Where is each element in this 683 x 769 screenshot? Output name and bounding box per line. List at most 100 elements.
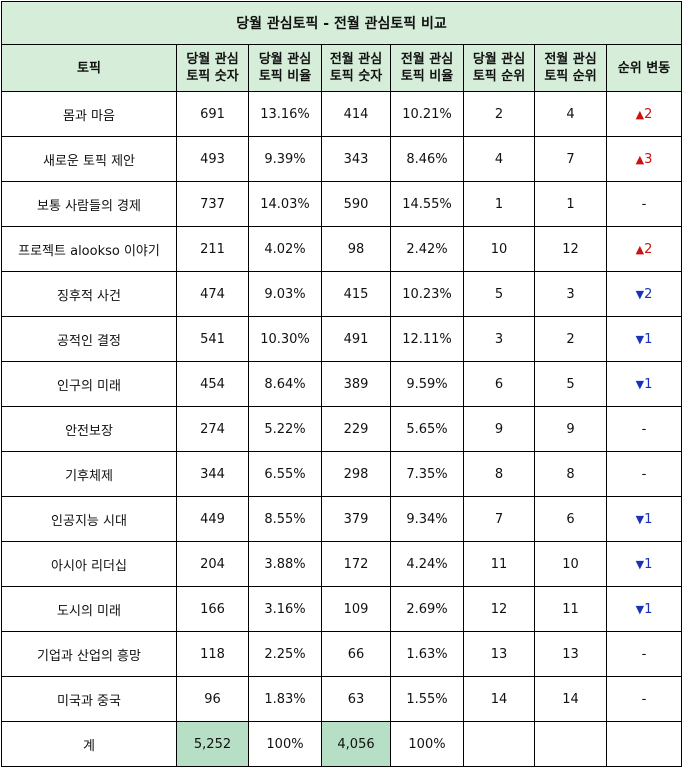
total-cur-ratio: 100% — [248, 721, 322, 767]
total-prev-ratio: 100% — [390, 721, 464, 767]
cur-ratio: 13.16% — [248, 91, 322, 137]
table-body: 몸과 마음 691 13.16% 414 10.21% 2 4 ▲2 새로운 토픽 제안 493… — [1, 91, 682, 767]
header-topic: 토픽 — [1, 44, 177, 92]
rank-down-icon: ▼ — [635, 602, 645, 616]
prev-count: 63 — [321, 676, 391, 722]
header-cur-count: 당월 관심 토픽 숫자 — [176, 44, 249, 92]
cur-rank: 6 — [463, 361, 535, 407]
table-row: 프로젝트 alookso 이야기 211 4.02% 98 2.42% 10 12 ▲2 — [1, 226, 682, 272]
total-row: 계 5,252 100% 4,056 100% — [1, 721, 682, 767]
prev-ratio: 14.55% — [390, 181, 464, 227]
prev-count: 109 — [321, 586, 391, 632]
cur-rank: 10 — [463, 226, 535, 272]
table-row: 몸과 마음 691 13.16% 414 10.21% 2 4 ▲2 — [1, 91, 682, 137]
prev-rank: 14 — [534, 676, 607, 722]
prev-rank: 7 — [534, 136, 607, 182]
total-change-empty — [606, 721, 682, 767]
cur-count: 449 — [176, 496, 249, 542]
prev-count: 415 — [321, 271, 391, 317]
prev-count: 343 — [321, 136, 391, 182]
rank-change: ▼1 — [606, 361, 682, 407]
prev-ratio: 8.46% — [390, 136, 464, 182]
cur-ratio: 5.22% — [248, 406, 322, 452]
header-prev-count: 전월 관심 토픽 숫자 — [321, 44, 391, 92]
cur-ratio: 14.03% — [248, 181, 322, 227]
topic-name: 인공지능 시대 — [1, 496, 177, 542]
rank-down-icon: ▼ — [635, 557, 645, 571]
prev-ratio: 1.55% — [390, 676, 464, 722]
table-row: 인공지능 시대 449 8.55% 379 9.34% 7 6 ▼1 — [1, 496, 682, 542]
cur-count: 274 — [176, 406, 249, 452]
rank-change-value: 2 — [644, 106, 653, 122]
cur-rank: 13 — [463, 631, 535, 677]
rank-down-icon: ▼ — [635, 512, 645, 526]
topic-name: 인구의 미래 — [1, 361, 177, 407]
rank-change: ▼1 — [606, 316, 682, 362]
rank-change-value: - — [641, 691, 647, 707]
topic-name: 프로젝트 alookso 이야기 — [1, 226, 177, 272]
rank-change-value: 1 — [644, 601, 653, 617]
cur-rank: 9 — [463, 406, 535, 452]
topic-name: 몸과 마음 — [1, 91, 177, 137]
cur-ratio: 2.25% — [248, 631, 322, 677]
rank-down-icon: ▼ — [635, 332, 645, 346]
table-row: 공적인 결정 541 10.30% 491 12.11% 3 2 ▼1 — [1, 316, 682, 362]
rank-change-value: - — [641, 466, 647, 482]
total-cur-rank-empty — [463, 721, 535, 767]
table-row: 안전보장 274 5.22% 229 5.65% 9 9- — [1, 406, 682, 452]
prev-rank: 4 — [534, 91, 607, 137]
rank-change-value: 2 — [644, 286, 653, 302]
cur-count: 118 — [176, 631, 249, 677]
cur-rank: 3 — [463, 316, 535, 362]
topic-name: 보통 사람들의 경제 — [1, 181, 177, 227]
rank-up-icon: ▲ — [635, 107, 645, 121]
topic-name: 도시의 미래 — [1, 586, 177, 632]
cur-rank: 7 — [463, 496, 535, 542]
cur-count: 211 — [176, 226, 249, 272]
prev-count: 389 — [321, 361, 391, 407]
prev-rank: 9 — [534, 406, 607, 452]
rank-change-value: 2 — [644, 241, 653, 257]
title-row: 당월 관심토픽 - 전월 관심토픽 비교 — [1, 1, 682, 45]
table-row: 보통 사람들의 경제 737 14.03% 590 14.55% 1 1- — [1, 181, 682, 227]
topic-name: 기후체제 — [1, 451, 177, 497]
prev-ratio: 5.65% — [390, 406, 464, 452]
header-prev-rank: 전월 관심 토픽 순위 — [534, 44, 607, 92]
header-cur-rank: 당월 관심 토픽 순위 — [463, 44, 535, 92]
total-prev-rank-empty — [534, 721, 607, 767]
cur-rank: 14 — [463, 676, 535, 722]
prev-rank: 5 — [534, 361, 607, 407]
cur-rank: 1 — [463, 181, 535, 227]
rank-change: - — [606, 406, 682, 452]
cur-ratio: 9.39% — [248, 136, 322, 182]
table-row: 기업과 산업의 흥망 118 2.25% 66 1.63% 13 13- — [1, 631, 682, 677]
cur-rank: 4 — [463, 136, 535, 182]
rank-up-icon: ▲ — [635, 242, 645, 256]
prev-rank: 8 — [534, 451, 607, 497]
cur-rank: 2 — [463, 91, 535, 137]
table-row: 새로운 토픽 제안 493 9.39% 343 8.46% 4 7 ▲3 — [1, 136, 682, 182]
prev-ratio: 4.24% — [390, 541, 464, 587]
prev-rank: 3 — [534, 271, 607, 317]
rank-change-value: - — [641, 646, 647, 662]
prev-ratio: 1.63% — [390, 631, 464, 677]
prev-count: 98 — [321, 226, 391, 272]
prev-count: 229 — [321, 406, 391, 452]
topic-name: 징후적 사건 — [1, 271, 177, 317]
rank-down-icon: ▼ — [635, 377, 645, 391]
total-label: 계 — [1, 721, 177, 767]
prev-count: 172 — [321, 541, 391, 587]
table-row: 미국과 중국 96 1.83% 63 1.55% 14 14- — [1, 676, 682, 722]
rank-change: ▲3 — [606, 136, 682, 182]
topic-name: 기업과 산업의 흥망 — [1, 631, 177, 677]
header-prev-ratio: 전월 관심 토픽 비율 — [390, 44, 464, 92]
cur-count: 493 — [176, 136, 249, 182]
cur-ratio: 8.55% — [248, 496, 322, 542]
prev-ratio: 12.11% — [390, 316, 464, 362]
prev-rank: 12 — [534, 226, 607, 272]
cur-rank: 11 — [463, 541, 535, 587]
prev-ratio: 7.35% — [390, 451, 464, 497]
rank-change-value: - — [641, 196, 647, 212]
cur-count: 166 — [176, 586, 249, 632]
cur-count: 344 — [176, 451, 249, 497]
